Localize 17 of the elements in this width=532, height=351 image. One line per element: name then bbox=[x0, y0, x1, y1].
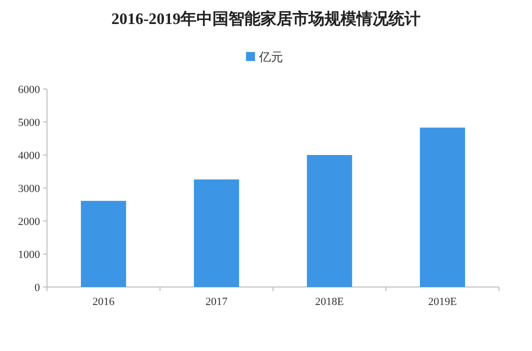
chart-title: 2016-2019年中国智能家居市场规模情况统计 bbox=[111, 9, 421, 28]
y-tick-label: 5000 bbox=[18, 117, 40, 129]
y-tick-label: 3000 bbox=[18, 183, 40, 195]
y-tick-label: 4000 bbox=[18, 150, 40, 162]
bar bbox=[80, 200, 126, 287]
x-tick-label: 2019E bbox=[428, 296, 458, 308]
bar bbox=[420, 128, 466, 287]
legend-label: 亿元 bbox=[258, 50, 283, 64]
x-tick-label: 2017 bbox=[206, 296, 228, 308]
y-tick-label: 2000 bbox=[18, 216, 40, 228]
bar bbox=[306, 155, 352, 287]
y-tick-label: 6000 bbox=[18, 84, 40, 96]
x-tick-label: 2018E bbox=[315, 296, 344, 308]
bar bbox=[194, 179, 240, 287]
x-tick-label: 2016 bbox=[92, 296, 115, 308]
y-tick-label: 1000 bbox=[18, 249, 40, 261]
y-tick-label: 0 bbox=[34, 282, 40, 294]
